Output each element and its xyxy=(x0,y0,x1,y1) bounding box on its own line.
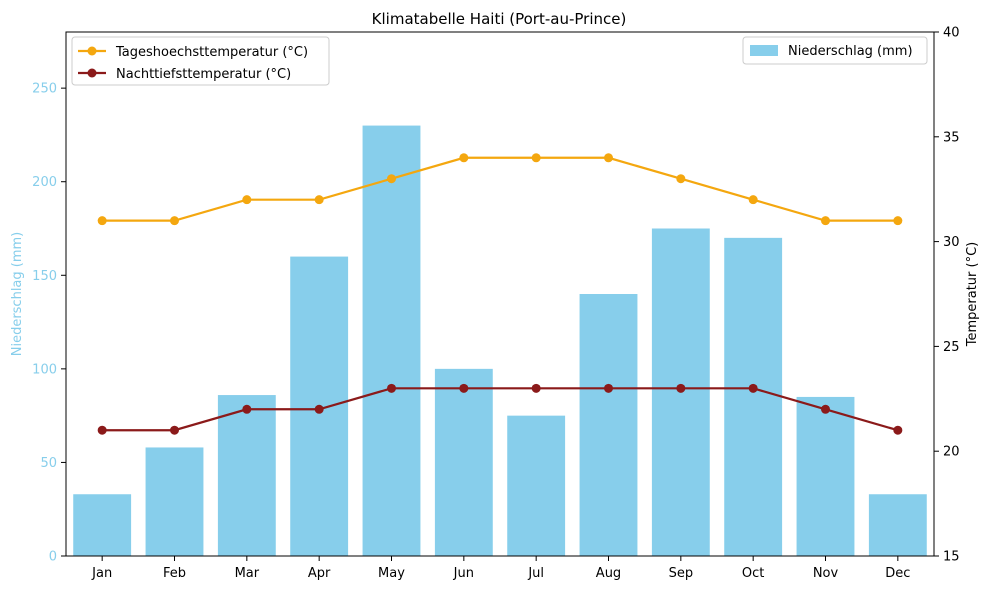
x-tick-label: May xyxy=(378,566,405,581)
point-series-2-jul xyxy=(531,383,541,393)
bar-jul xyxy=(507,415,566,556)
legend-marker xyxy=(87,46,97,56)
y-right-tick-label: 25 xyxy=(943,340,960,355)
legend-frame xyxy=(742,36,928,65)
y-left-tick-label: 0 xyxy=(49,550,57,565)
legend-precipitation: Niederschlag (mm) xyxy=(742,36,928,65)
x-tick-label: Nov xyxy=(813,566,839,581)
point-series-2-nov xyxy=(821,404,830,414)
point-series-1-oct xyxy=(748,195,758,205)
x-tick-label: Mar xyxy=(235,566,260,581)
x-tick-label: Feb xyxy=(163,566,186,581)
x-tick-label: Oct xyxy=(742,566,764,581)
bar-aug xyxy=(579,294,638,556)
point-series-2-jun xyxy=(459,383,469,393)
point-series-2-may xyxy=(387,383,396,393)
x-tick-label: Jan xyxy=(91,566,112,581)
point-series-1-sep xyxy=(676,174,686,184)
point-series-1-may xyxy=(387,174,396,184)
point-series-1-jan xyxy=(97,216,107,226)
chart-title: Klimatabelle Haiti (Port-au-Prince) xyxy=(372,10,627,28)
plot-frame xyxy=(65,31,935,557)
point-series-2-mar xyxy=(242,404,252,414)
bar-dec xyxy=(868,494,927,556)
y-right-tick-label: 35 xyxy=(943,130,960,145)
point-series-2-dec xyxy=(893,425,903,435)
point-series-1-jul xyxy=(531,153,541,163)
y-left-tick-label: 50 xyxy=(40,456,57,471)
legend-frame xyxy=(71,36,330,86)
legend-label: Tageshoechsttemperatur (°C) xyxy=(115,45,308,60)
y-left-tick-label: 200 xyxy=(32,175,57,190)
line-series-1 xyxy=(102,156,898,222)
point-series-2-jan xyxy=(97,425,107,435)
bar-oct xyxy=(724,237,783,556)
point-series-2-sep xyxy=(676,383,686,393)
point-series-1-jun xyxy=(459,153,469,163)
point-series-1-feb xyxy=(170,216,179,226)
bars-layer xyxy=(73,125,927,557)
bar-feb xyxy=(145,447,204,556)
y-axis-left: 0 50 100 150 200 250 xyxy=(32,82,66,565)
bar-mar xyxy=(217,395,276,556)
point-series-1-nov xyxy=(821,216,830,226)
bar-may xyxy=(362,125,421,557)
point-series-2-apr xyxy=(314,404,324,414)
line-series-2 xyxy=(102,387,899,432)
y-left-tick-label: 250 xyxy=(32,82,57,97)
bar-jun xyxy=(434,368,493,556)
y-right-tick-label: 30 xyxy=(943,235,960,250)
point-series-1-mar xyxy=(242,195,252,205)
lines-layer xyxy=(97,153,903,435)
bar-jan xyxy=(73,494,132,556)
y-axis-right: 15 20 25 30 35 40 xyxy=(934,26,960,565)
y-right-tick-label: 15 xyxy=(943,550,960,565)
y-left-tick-label: 100 xyxy=(32,362,57,377)
x-tick-label: Jul xyxy=(527,566,544,581)
point-series-1-aug xyxy=(604,153,613,163)
legend-label: Niederschlag (mm) xyxy=(788,44,913,59)
point-series-2-aug xyxy=(604,383,613,393)
bar-nov xyxy=(796,396,855,556)
x-tick-label: Sep xyxy=(669,566,694,581)
point-series-2-oct xyxy=(748,383,758,393)
y-axis-right-label: Temperatur (°C) xyxy=(965,242,980,348)
point-series-1-apr xyxy=(314,195,324,205)
y-right-tick-label: 20 xyxy=(943,445,960,460)
x-axis: Jan Feb Mar Apr May Jun Jul Aug Sep Oct Nov Dec xyxy=(91,556,910,581)
legend-label: Nachttiefsttemperatur (°C) xyxy=(116,67,291,82)
y-left-tick-label: 150 xyxy=(32,269,57,284)
y-axis-left-label: Niederschlag (mm) xyxy=(10,232,25,357)
x-tick-label: Aug xyxy=(596,566,621,581)
x-tick-label: Jun xyxy=(453,566,474,581)
y-right-tick-label: 40 xyxy=(943,26,960,41)
point-series-1-dec xyxy=(893,216,903,226)
legend-bar-swatch xyxy=(750,45,778,56)
x-tick-label: Apr xyxy=(308,566,331,581)
point-series-2-feb xyxy=(170,425,179,435)
x-tick-label: Dec xyxy=(885,566,910,581)
legend-marker xyxy=(87,68,97,78)
legend-temperature: Tageshoechsttemperatur (°C) Nachttiefstte… xyxy=(71,36,330,86)
